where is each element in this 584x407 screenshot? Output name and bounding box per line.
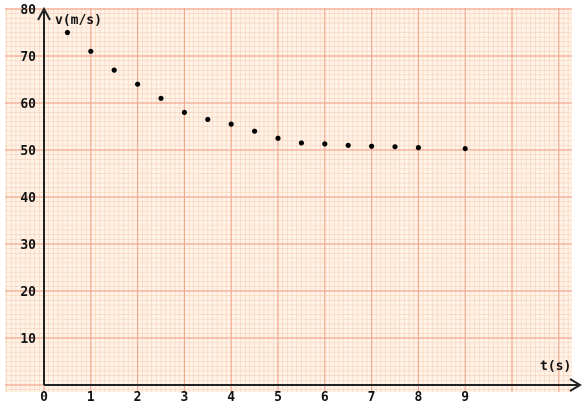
data-point xyxy=(64,29,70,36)
x-axis-label: t(s) xyxy=(540,359,571,374)
data-point xyxy=(298,140,304,146)
data-point xyxy=(228,121,234,127)
data-point xyxy=(345,142,351,148)
x-tick-label: 2 xyxy=(134,390,142,405)
x-axis-arrow-icon xyxy=(569,378,582,392)
x-tick-labels: 0 1 2 3 4 5 6 7 8 9 xyxy=(40,390,469,405)
y-tick-label: 80 xyxy=(20,3,36,18)
x-tick-label: 5 xyxy=(274,390,282,405)
x-tick-label: 8 xyxy=(414,390,422,405)
x-tick-label: 4 xyxy=(227,390,235,405)
data-point xyxy=(369,143,375,149)
data-point xyxy=(252,128,258,134)
plot-background xyxy=(5,8,572,392)
y-tick-labels: 10 20 30 40 50 60 70 80 xyxy=(20,3,36,347)
y-axis-label: v(m/s) xyxy=(55,13,102,28)
y-tick-label: 10 xyxy=(20,332,36,347)
y-tick-label: 20 xyxy=(20,285,36,300)
data-point xyxy=(111,67,117,73)
data-points xyxy=(64,29,468,152)
data-point xyxy=(158,95,164,101)
data-point xyxy=(322,141,328,147)
axes xyxy=(37,6,582,392)
x-tick-label: 7 xyxy=(368,390,376,405)
x-tick-label: 0 xyxy=(40,390,48,405)
data-point xyxy=(275,135,281,141)
y-tick-label: 30 xyxy=(20,238,36,253)
x-tick-label: 3 xyxy=(180,390,188,405)
data-point xyxy=(181,109,187,115)
y-tick-label: 70 xyxy=(20,50,36,65)
data-point xyxy=(88,48,94,54)
data-point xyxy=(415,145,421,151)
y-tick-label: 60 xyxy=(20,97,36,112)
y-tick-label: 40 xyxy=(20,191,36,206)
x-tick-label: 9 xyxy=(461,390,469,405)
y-axis-arrow-icon xyxy=(37,6,51,21)
y-tick-label: 50 xyxy=(20,144,36,159)
minor-grid xyxy=(5,8,572,392)
x-tick-label: 6 xyxy=(321,390,329,405)
x-tick-label: 1 xyxy=(87,390,95,405)
data-point xyxy=(462,145,468,152)
data-point xyxy=(135,81,141,87)
data-point xyxy=(205,116,211,123)
data-point xyxy=(392,144,398,150)
